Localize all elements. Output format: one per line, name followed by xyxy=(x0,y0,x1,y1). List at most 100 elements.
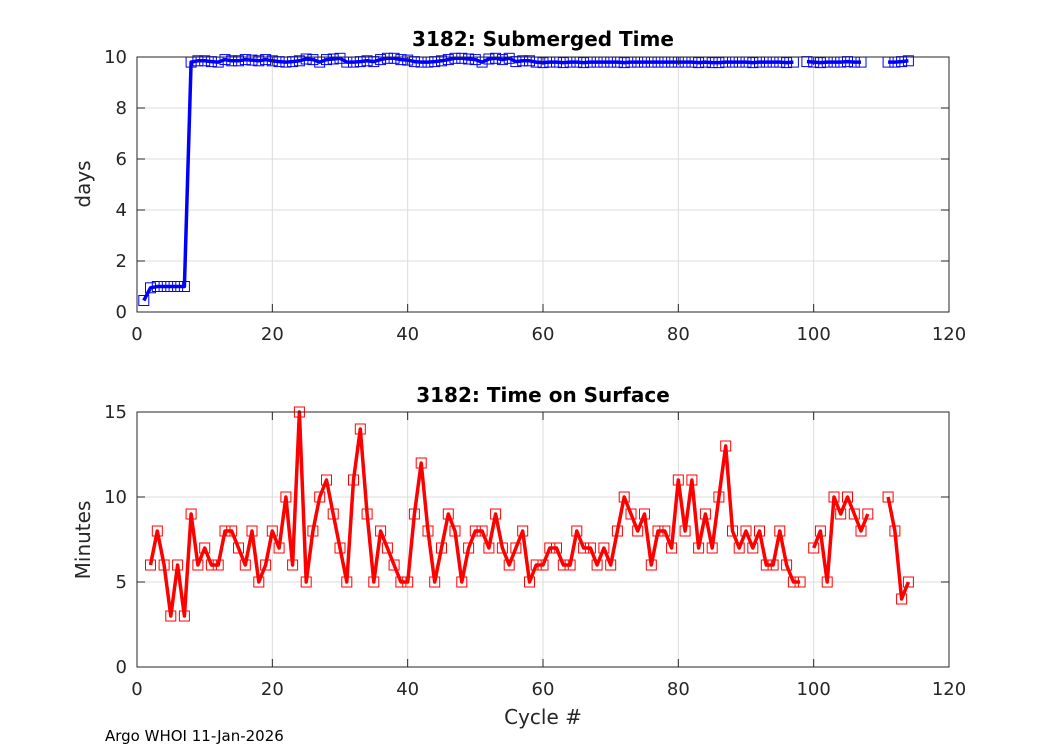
submerged-time-data-point xyxy=(192,55,204,67)
submerged-time-data-point xyxy=(395,54,407,66)
surface-time-data-point xyxy=(233,542,244,554)
submerged-time-data-point xyxy=(246,54,258,66)
submerged-time-data-point xyxy=(165,281,177,292)
surface-time-data-point xyxy=(496,542,508,554)
surface-time-data-point xyxy=(212,559,224,571)
surface-time-y-tick-label: 10 xyxy=(104,487,127,508)
surface-time-data-point xyxy=(544,542,556,554)
submerged-time-data-point xyxy=(239,54,251,66)
surface-time-data-point xyxy=(557,559,569,571)
surface-time-data-point xyxy=(314,491,326,503)
surface-time-data-point xyxy=(524,576,535,588)
surface-time-data-point xyxy=(611,525,623,537)
surface-time-y-tick-label: 15 xyxy=(104,402,127,423)
surface-time-data-point xyxy=(456,576,468,588)
submerged-time-x-tick-label: 120 xyxy=(932,324,966,345)
submerged-time-data-point xyxy=(814,57,826,69)
surface-time-data-point xyxy=(686,474,698,486)
surface-time-data-point xyxy=(226,525,238,537)
submerged-time-data-point xyxy=(381,52,393,64)
surface-time-data-point xyxy=(618,491,630,503)
surface-time-data-point xyxy=(490,508,502,520)
submerged-time-data-point xyxy=(266,55,278,67)
surface-time-data-point xyxy=(219,525,231,537)
surface-time-data-point xyxy=(192,559,204,571)
surface-time-data-point xyxy=(564,559,576,571)
surface-time-data-point xyxy=(652,525,664,537)
surface-time-data-point xyxy=(882,491,894,503)
submerged-time-y-tick-label: 2 xyxy=(116,251,127,272)
submerged-time-x-tick-label: 100 xyxy=(796,324,830,345)
surface-time-data-point xyxy=(442,508,454,520)
surface-time-data-point xyxy=(402,576,414,588)
surface-time-data-point xyxy=(578,542,590,554)
surface-time-data-point xyxy=(781,559,793,571)
submerged-time-data-point xyxy=(442,54,454,66)
submerged-time-data-point xyxy=(618,57,630,69)
submerged-time-axes: 0 20 40 60 80 100 120 0 2 4 6 8 10 3182: Submerged T… xyxy=(71,27,966,345)
surface-time-data-point xyxy=(598,542,610,554)
surface-time-data-point xyxy=(239,559,251,571)
surface-time-data-point xyxy=(679,525,691,537)
surface-time-data-point xyxy=(639,508,650,520)
surface-time-data-point xyxy=(842,491,853,503)
surface-time-data-point xyxy=(151,525,163,537)
submerged-time-data-point xyxy=(706,57,718,69)
submerged-time-data-point xyxy=(902,55,914,67)
surface-time-data-point xyxy=(178,610,190,622)
surface-time-data-point xyxy=(787,576,799,588)
surface-time-data-point xyxy=(551,542,562,554)
surface-time-data-point xyxy=(436,542,447,554)
surface-time-data-point xyxy=(307,525,319,537)
surface-time-series-line xyxy=(148,410,801,618)
surface-time-data-point xyxy=(483,542,495,554)
surface-time-data-point xyxy=(754,525,765,537)
surface-time-data-point xyxy=(862,508,874,520)
submerged-time-data-point xyxy=(199,55,211,67)
surface-time-data-point xyxy=(747,542,759,554)
surface-time-data-point xyxy=(699,508,711,520)
submerged-time-y-tick-label: 8 xyxy=(116,98,127,119)
submerged-time-data-point xyxy=(226,55,238,67)
surface-time-data-point xyxy=(855,525,867,537)
surface-time-data-point xyxy=(693,542,705,554)
submerged-time-data-point xyxy=(151,281,163,292)
surface-time-x-tick-label: 20 xyxy=(261,679,284,700)
surface-time-data-point xyxy=(530,559,542,571)
submerged-time-data-point xyxy=(233,55,244,67)
submerged-time-data-point xyxy=(483,53,495,65)
submerged-time-data-point xyxy=(293,55,305,67)
surface-time-data-point xyxy=(713,491,725,503)
surface-time-data-point xyxy=(720,440,732,452)
surface-time-y-tick-label: 5 xyxy=(116,572,127,593)
surface-time-data-point xyxy=(821,576,833,588)
surface-time-data-point xyxy=(246,525,258,537)
submerged-time-data-point xyxy=(557,57,569,69)
submerged-time-x-tick-label: 60 xyxy=(532,324,555,345)
surface-time-x-tick-label: 120 xyxy=(932,679,966,700)
surface-time-data-point xyxy=(733,542,745,554)
submerged-time-data-point xyxy=(503,52,515,64)
surface-time-data-point xyxy=(469,525,481,537)
surface-time-data-point xyxy=(767,559,779,571)
surface-time-title: 3182: Time on Surface xyxy=(416,383,670,407)
surface-time-data-point xyxy=(368,576,380,588)
surface-time-data-point xyxy=(584,542,596,554)
surface-time-data-point xyxy=(740,525,752,537)
submerged-time-data-point xyxy=(463,53,475,65)
surface-time-series-line xyxy=(886,496,911,601)
surface-time-data-point xyxy=(388,559,400,571)
submerged-time-data-point xyxy=(490,52,502,64)
surface-time-data-point xyxy=(632,525,644,537)
submerged-time-data-point xyxy=(178,281,190,292)
submerged-time-title: 3182: Submerged Time xyxy=(412,27,674,51)
surface-time-data-point xyxy=(848,508,860,520)
surface-time-data-point xyxy=(889,525,901,537)
surface-time-data-point xyxy=(415,457,427,469)
surface-time-data-point xyxy=(280,491,292,503)
surface-time-data-point xyxy=(902,576,914,588)
surface-time-data-point xyxy=(449,525,461,537)
surface-time-data-point xyxy=(537,559,549,571)
surface-time-data-point xyxy=(666,542,678,554)
surface-time-data-point xyxy=(354,423,366,435)
